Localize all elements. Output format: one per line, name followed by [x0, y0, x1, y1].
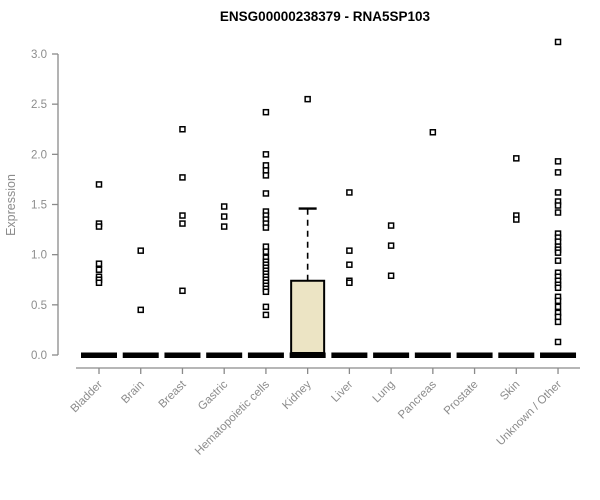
data-point: [554, 169, 562, 176]
data-point: [554, 202, 562, 209]
y-tick-label: 0.5: [31, 300, 47, 312]
data-point: [554, 313, 562, 321]
data-point: [220, 203, 228, 210]
zero-median-bar: [81, 352, 117, 358]
data-point: [554, 318, 562, 326]
data-point: [554, 158, 562, 165]
data-point: [554, 209, 562, 216]
data-point: [262, 288, 270, 296]
data-point: [179, 126, 186, 133]
zero-median-bar: [289, 352, 326, 358]
axes: 0.0 0.5 1.0 1.5 2.0 2.5 3.0 Bladder Brain Breast G…: [31, 49, 580, 458]
data-point: [513, 216, 520, 223]
data-point: [554, 338, 562, 346]
data-point: [95, 181, 103, 188]
x-tick-label: Liver: [329, 379, 355, 405]
data-point: [387, 272, 395, 279]
data-point: [554, 189, 562, 196]
zero-median-bar: [247, 352, 284, 358]
data-point: [262, 311, 270, 319]
zero-median-bar: [206, 352, 243, 358]
data-point: [346, 279, 353, 287]
x-tick-label: Bladder: [69, 379, 106, 416]
data-point: [387, 222, 395, 229]
data-point: [262, 224, 270, 231]
y-tick-label: 2.0: [31, 149, 47, 161]
y-tick-label: 3.0: [31, 49, 47, 61]
data-point: [220, 213, 228, 220]
data-point: [137, 247, 144, 254]
zero-median-bar: [414, 352, 451, 358]
data-point: [554, 249, 562, 256]
x-tick-label: Pancreas: [396, 378, 439, 421]
data-point: [179, 220, 186, 227]
data-point: [554, 284, 562, 292]
data-point: [179, 212, 186, 219]
data-point: [513, 155, 520, 162]
data-point: [220, 223, 228, 230]
zero-median-bar: [540, 352, 577, 358]
data-point: [95, 223, 103, 230]
data-point: [137, 306, 144, 314]
data-point: [304, 95, 311, 103]
y-tick-label: 2.5: [31, 99, 47, 111]
data-point: [554, 303, 562, 311]
data-point: [429, 129, 437, 136]
data-point: [262, 248, 270, 255]
y-tick-label: 1.0: [31, 250, 47, 262]
data-point: [554, 297, 562, 305]
data-point: [262, 162, 270, 169]
x-tick-label: Skin: [498, 379, 522, 403]
x-tick-label: Breast: [157, 378, 190, 411]
data-point: [346, 261, 353, 268]
zero-median-bar: [122, 352, 159, 358]
y-tick-label: 1.5: [31, 200, 47, 212]
x-tick-label: Brain: [119, 379, 146, 406]
zero-median-bar: [331, 352, 368, 358]
data-point: [95, 266, 103, 273]
data-point: [387, 242, 395, 249]
x-tick-label: Prostate: [442, 379, 481, 418]
zero-median-bar: [164, 352, 201, 358]
data-point: [262, 151, 270, 158]
data-point: [262, 167, 270, 174]
data-point: [262, 190, 270, 197]
zero-median-bar: [498, 352, 535, 358]
chart-title: ENSG00000238379 - RNA5SP103: [220, 9, 431, 24]
data-point: [262, 303, 270, 311]
data-point: [554, 257, 562, 264]
data-point: [95, 279, 103, 287]
data-point: [554, 38, 562, 46]
data-point: [554, 238, 562, 245]
data-point: [346, 189, 353, 196]
data-point: [179, 287, 186, 295]
zero-median-bar: [373, 352, 410, 358]
data-point: [179, 174, 186, 181]
x-tick-label: Lung: [371, 379, 398, 406]
x-tick-label: Gastric: [196, 378, 230, 412]
data-point: [262, 243, 270, 250]
data-point: [95, 260, 103, 267]
series-layer: [81, 38, 577, 358]
y-axis-title: Expression: [4, 174, 18, 236]
data-point: [262, 108, 270, 116]
y-tick-label: 0.0: [31, 350, 47, 362]
zero-median-bar: [456, 352, 493, 358]
data-point: [262, 172, 270, 179]
box: [290, 279, 326, 354]
x-tick-label: Kidney: [280, 378, 314, 412]
x-tick-label: Hematopoietic cells: [193, 378, 272, 457]
data-point: [346, 247, 353, 254]
